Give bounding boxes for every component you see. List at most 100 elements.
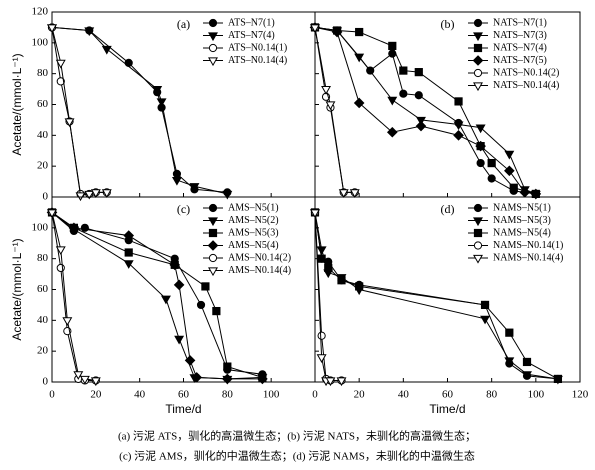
marker (453, 130, 464, 141)
marker (73, 371, 84, 380)
legend-marker (208, 267, 218, 277)
x-tick-label: 40 (134, 389, 146, 401)
marker (257, 373, 268, 385)
marker (310, 209, 320, 219)
marker (388, 41, 397, 51)
marker (171, 176, 182, 186)
marker (84, 190, 95, 200)
marker (156, 98, 167, 108)
y-axis-label: Acetate/(mmol·L⁻¹) (10, 53, 24, 155)
marker (75, 192, 86, 202)
marker (353, 97, 365, 109)
legend-marker (473, 18, 483, 28)
series-line (51, 212, 263, 378)
panel-label: (c) (177, 202, 190, 216)
y-tick-label: 80 (37, 252, 49, 264)
series-line (51, 212, 96, 381)
legend-marker (473, 43, 483, 53)
x-tick-label: 0 (49, 389, 55, 401)
marker (47, 24, 57, 34)
marker (530, 188, 542, 200)
marker (414, 68, 423, 77)
marker (414, 91, 423, 100)
marker (509, 183, 518, 192)
marker (317, 331, 326, 340)
marker (212, 306, 221, 316)
marker (505, 328, 514, 337)
marker (399, 89, 408, 98)
legend-label: ATS–N0.14(1) (228, 42, 287, 53)
legend-marker (472, 55, 484, 66)
series-line (51, 212, 96, 381)
legend-label: ATS–N7(4) (228, 30, 275, 41)
legend-label: NATS–N7(5) (493, 55, 547, 66)
legend-label: NATS–N0.14(2) (493, 67, 559, 78)
legend-marker (208, 32, 218, 42)
panel-label: (a) (177, 17, 190, 31)
marker (62, 317, 73, 326)
marker (387, 96, 398, 106)
marker (55, 59, 66, 69)
marker (101, 45, 112, 55)
legend-marker (473, 32, 483, 42)
series-line (314, 26, 536, 195)
marker (475, 140, 486, 152)
marker (399, 66, 408, 75)
legend-label: AMS–N5(1) (228, 202, 279, 213)
marker (123, 260, 134, 269)
marker (80, 223, 89, 232)
marker (480, 315, 491, 325)
marker (337, 276, 346, 285)
plot-frame (51, 11, 316, 198)
marker (324, 263, 333, 273)
y-axis-label: Acetate/(mmol·L⁻¹) (10, 238, 24, 340)
marker (90, 377, 101, 387)
legend-marker (208, 253, 218, 263)
marker (354, 53, 365, 63)
marker (317, 254, 326, 263)
marker (325, 101, 336, 111)
x-tick-label: 60 (442, 389, 454, 401)
legend-marker (473, 228, 483, 238)
legend-label: NATS–N7(4) (493, 42, 547, 53)
legend-marker (208, 228, 218, 238)
x-tick-label: 60 (178, 389, 190, 401)
legend-label: NATS–N7(3) (493, 30, 547, 41)
x-tick-label: 100 (263, 389, 280, 401)
marker (504, 165, 515, 177)
marker (222, 190, 233, 200)
marker (174, 335, 185, 345)
series-line (51, 26, 228, 195)
marker (336, 377, 347, 387)
y-tick-label: 60 (37, 283, 49, 295)
marker (553, 374, 563, 384)
legend-label: AMS–N5(4) (228, 240, 279, 251)
legend-label: NATS–N7(1) (493, 17, 547, 28)
marker (123, 230, 135, 241)
marker (191, 372, 202, 383)
marker (349, 189, 360, 198)
marker (79, 375, 90, 385)
series-line (51, 27, 107, 197)
marker (184, 355, 196, 366)
marker (68, 222, 80, 234)
legend-marker (473, 203, 483, 213)
marker (355, 282, 364, 291)
legend-label: ATS–N7(1) (228, 17, 275, 28)
marker (56, 263, 65, 273)
marker (316, 246, 327, 256)
marker (124, 248, 133, 257)
y-tick-label: 0 (43, 376, 49, 388)
caption: (a) 污泥 ATS，驯化的高温微生态；(b) 污泥 NATS，未驯化的高温微生… (118, 429, 476, 443)
marker (222, 373, 233, 385)
marker (152, 85, 163, 95)
x-tick-label: 40 (398, 389, 410, 401)
y-tick-label: 20 (37, 160, 49, 172)
marker (504, 357, 515, 367)
marker (415, 120, 427, 132)
marker (169, 259, 181, 271)
x-axis-label: Time/d (429, 402, 465, 416)
marker (101, 189, 112, 198)
x-tick-label: 100 (528, 389, 545, 401)
